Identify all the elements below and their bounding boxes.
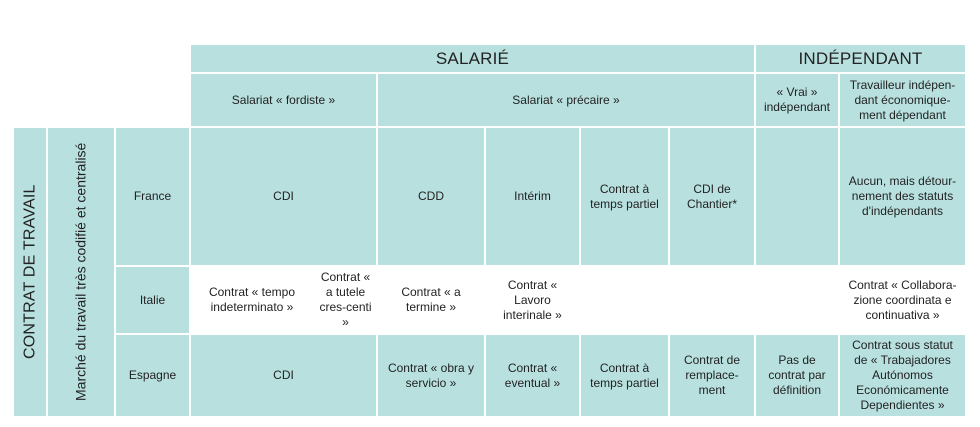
france-temps-partiel: Contrat à temps partiel <box>581 128 668 265</box>
header-vrai-independant: « Vrai » indépendant <box>756 74 838 126</box>
france-cdi: CDI <box>191 128 376 265</box>
italie-tutele-crescenti: Contrat « a tutele cres-centi » <box>315 267 376 333</box>
italie-a-termine: Contrat « a termine » <box>378 267 484 333</box>
side-contrat-de-travail: CONTRAT DE TRAVAIL <box>14 128 46 416</box>
france-cdd: CDD <box>378 128 484 265</box>
france-vrai-independant <box>756 128 838 265</box>
espagne-travailleur-dependant: Contrat sous statut de « Trabajadores Au… <box>840 335 965 416</box>
side-marche-du-travail: Marché du travail très codifié et centra… <box>48 128 114 416</box>
header-salarie: SALARIÉ <box>191 45 754 72</box>
france-interim: Intérim <box>486 128 579 265</box>
row-label-italie: Italie <box>116 267 189 333</box>
italie-temps-partiel <box>581 267 668 333</box>
italie-chantier <box>670 267 754 333</box>
header-travailleur-dependant: Travailleur indépen-dant économique-ment… <box>840 74 965 126</box>
espagne-obra-y-servicio: Contrat « obra y servicio » <box>378 335 484 416</box>
italie-lavoro-interinale: Contrat « Lavoro interinale » <box>486 267 579 333</box>
row-label-france: France <box>116 128 189 265</box>
italie-vrai-independant <box>756 267 838 333</box>
italie-tempo-indeterminato: Contrat « tempo indeterminato » <box>191 267 313 333</box>
espagne-temps-partiel: Contrat à temps partiel <box>581 335 668 416</box>
header-independant: INDÉPENDANT <box>756 45 965 72</box>
italie-travailleur-dependant: Contrat « Collabora-zione coordinata e c… <box>840 267 965 333</box>
espagne-vrai-independant: Pas de contrat par définition <box>756 335 838 416</box>
espagne-cdi: CDI <box>191 335 376 416</box>
espagne-remplacement: Contrat de remplace-ment <box>670 335 754 416</box>
espagne-eventual: Contrat « eventual » <box>486 335 579 416</box>
header-salariat-precaire: Salariat « précaire » <box>378 74 754 126</box>
france-cdi-chantier: CDI de Chantier* <box>670 128 754 265</box>
row-label-espagne: Espagne <box>116 335 189 416</box>
header-salariat-fordiste: Salariat « fordiste » <box>191 74 376 126</box>
france-travailleur-dependant: Aucun, mais détour-nement des statuts d'… <box>840 128 965 265</box>
